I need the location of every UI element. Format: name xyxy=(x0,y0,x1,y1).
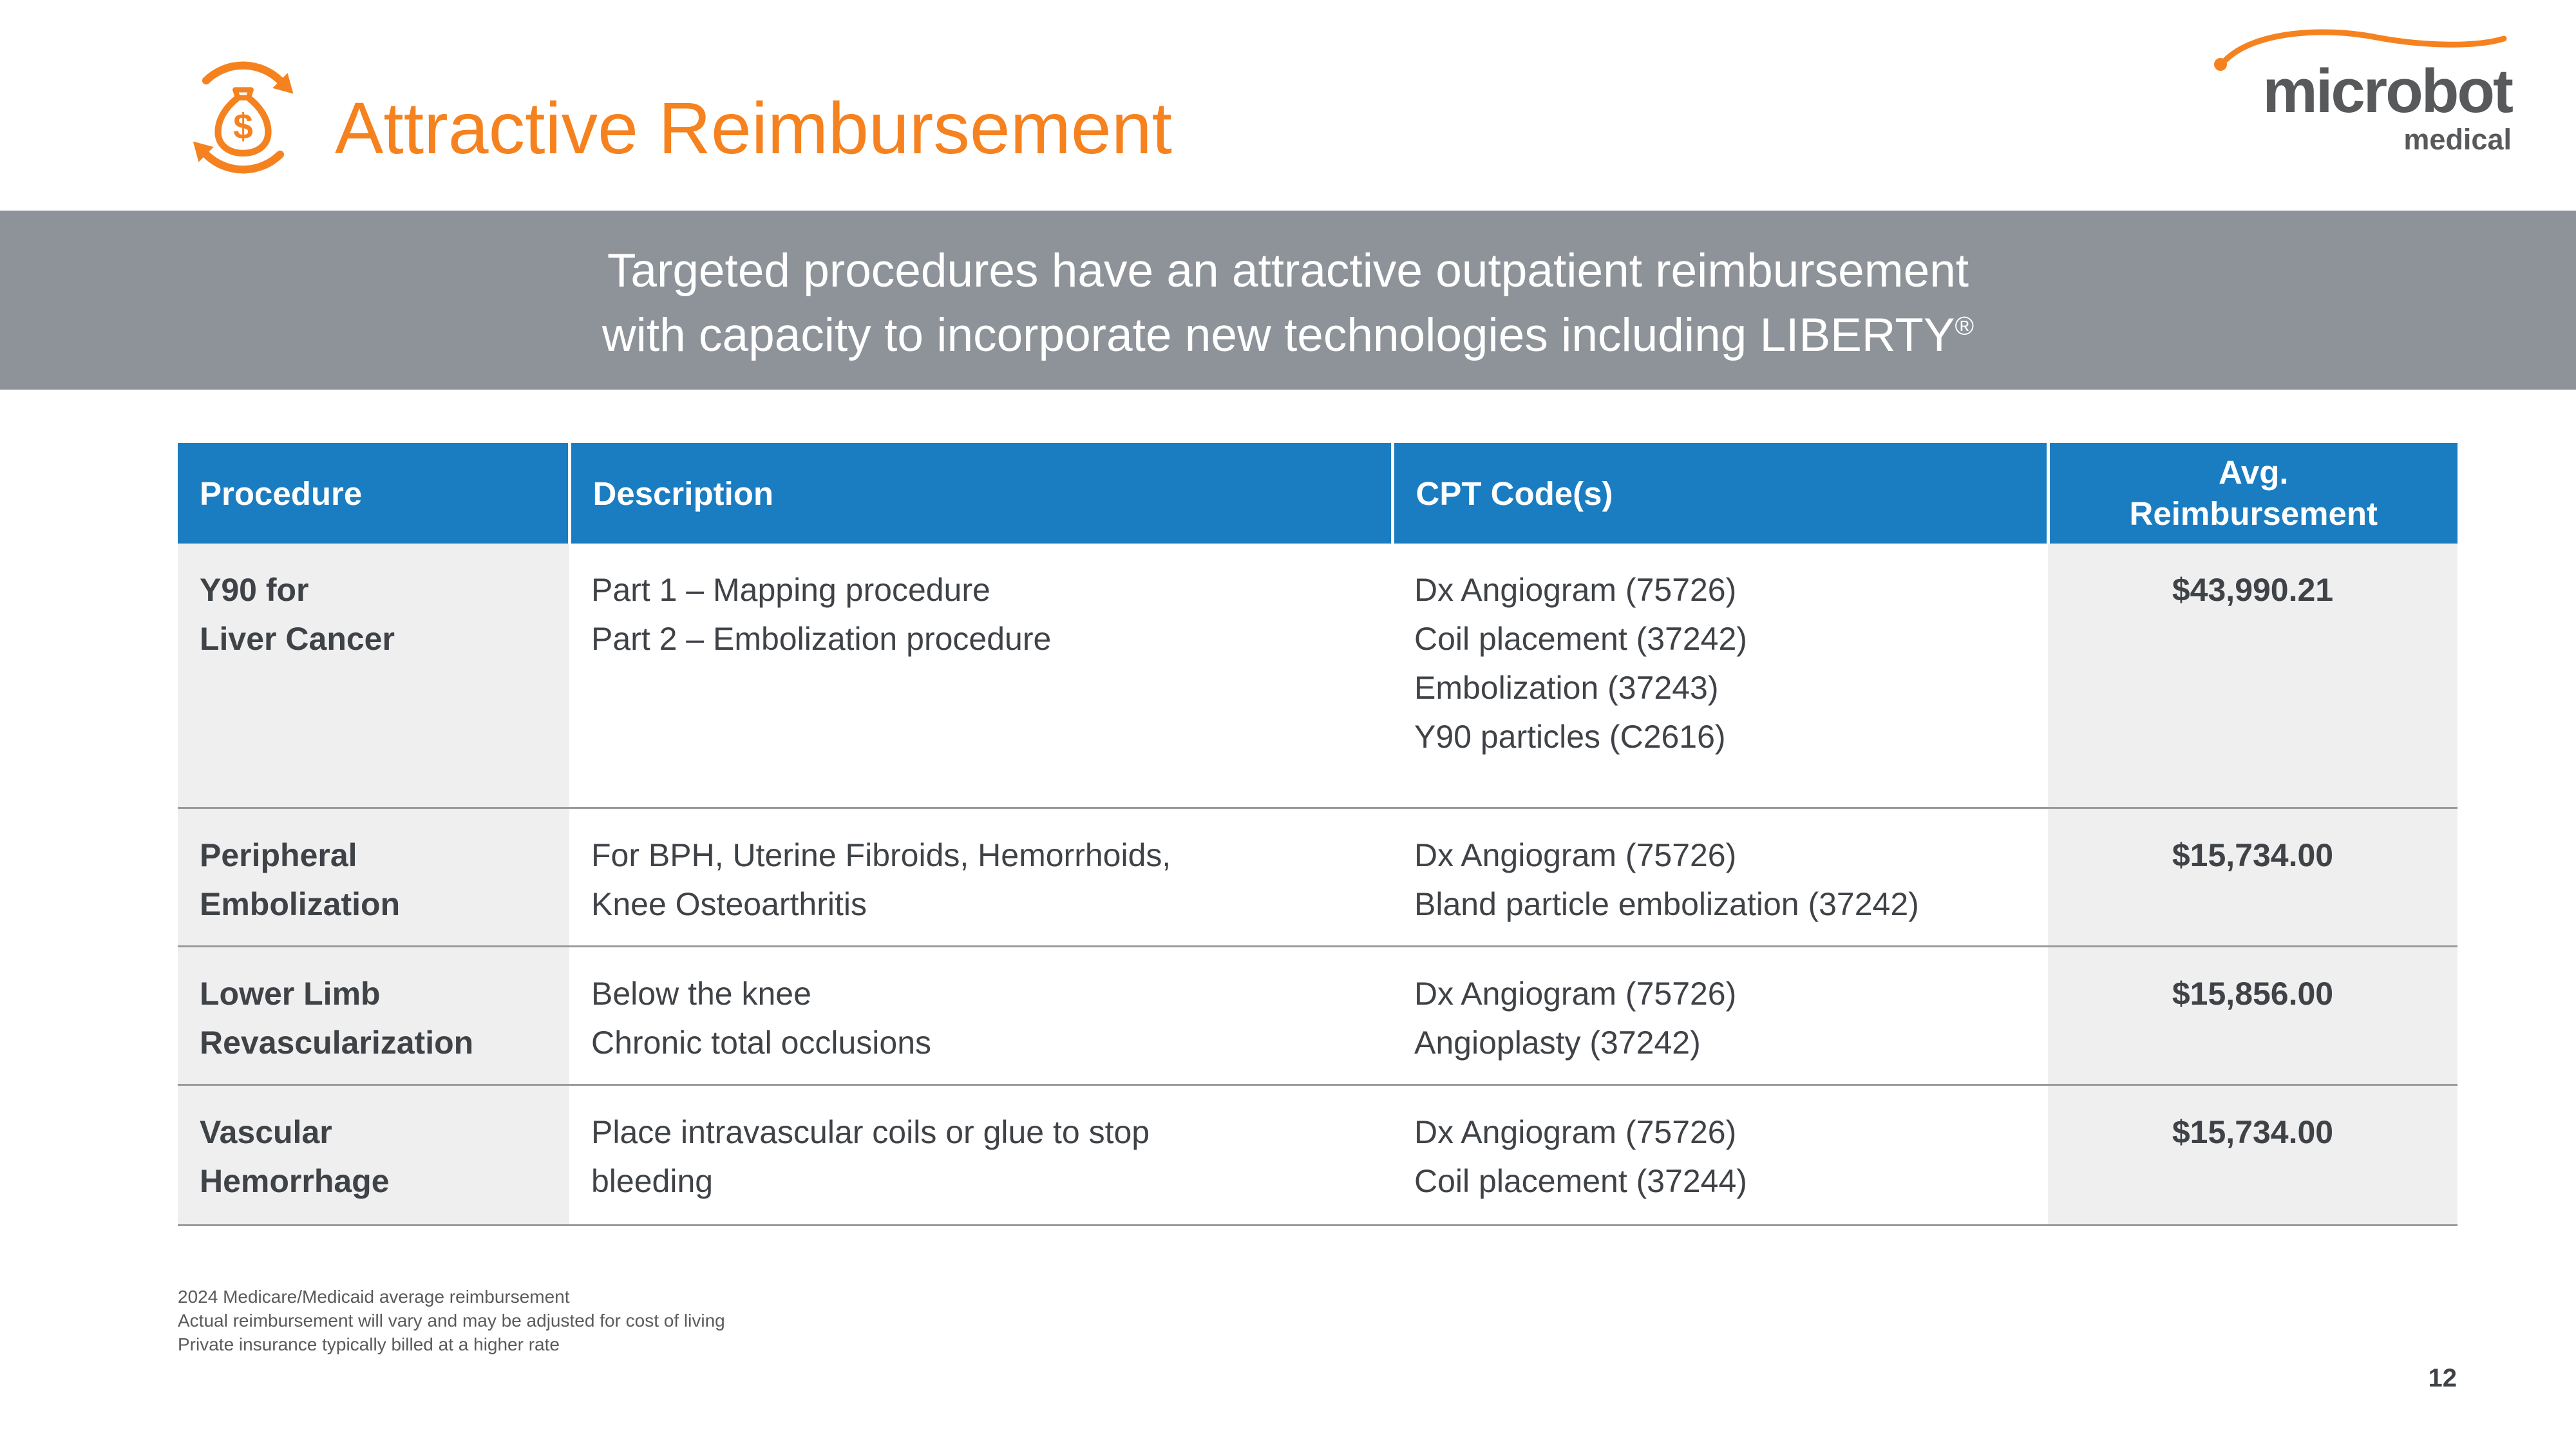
cell-procedure: Y90 for Liver Cancer xyxy=(178,544,569,809)
logo-swoosh-icon xyxy=(2214,29,2507,71)
subtitle-banner: Targeted procedures have an attractive o… xyxy=(0,211,2576,390)
cell-description: Below the knee Chronic total occlusions xyxy=(569,946,1392,1086)
cell-avg-reimbursement: $15,856.00 xyxy=(2048,946,2458,1086)
cell-description: Place intravascular coils or glue to sto… xyxy=(569,1084,1392,1226)
banner-line-1: Targeted procedures have an attractive o… xyxy=(607,245,1969,297)
footnote-line: 2024 Medicare/Medicaid average reimburse… xyxy=(178,1287,570,1307)
table-header-row: Procedure Description CPT Code(s) Avg. R… xyxy=(178,443,2458,544)
cell-procedure: Lower Limb Revascularization xyxy=(178,946,569,1086)
logo-brand-text: microbot xyxy=(2262,57,2514,126)
banner-line-2: with capacity to incorporate new technol… xyxy=(0,303,2576,368)
registered-mark: ® xyxy=(1955,311,1975,341)
column-header-description: Description xyxy=(569,443,1394,544)
table-row: Peripheral Embolization For BPH, Uterine… xyxy=(178,808,2458,947)
column-header-cpt-codes: CPT Code(s) xyxy=(1392,443,2050,544)
company-logo: microbot medical xyxy=(2190,26,2514,156)
footnote-line: Actual reimbursement will vary and may b… xyxy=(178,1311,725,1331)
table-row: Y90 for Liver Cancer Part 1 – Mapping pr… xyxy=(178,544,2458,809)
table-row: Vascular Hemorrhage Place intravascular … xyxy=(178,1084,2458,1226)
money-bag-cycle-icon: $ xyxy=(193,61,294,174)
page-number: 12 xyxy=(2428,1364,2458,1392)
cell-avg-reimbursement: $15,734.00 xyxy=(2048,1084,2458,1226)
cell-cpt-codes: Dx Angiogram (75726) Bland particle embo… xyxy=(1392,808,2048,947)
cell-procedure: Vascular Hemorrhage xyxy=(178,1084,569,1226)
cell-description: For BPH, Uterine Fibroids, Hemorrhoids, … xyxy=(569,808,1392,947)
cell-cpt-codes: Dx Angiogram (75726) Angioplasty (37242) xyxy=(1392,946,2048,1086)
footnotes: 2024 Medicare/Medicaid average reimburse… xyxy=(178,1285,725,1356)
svg-text:$: $ xyxy=(233,106,253,146)
logo-sub-text: medical xyxy=(2403,123,2512,156)
cell-procedure: Peripheral Embolization xyxy=(178,808,569,947)
footnote-line: Private insurance typically billed at a … xyxy=(178,1334,560,1354)
reimbursement-table: Procedure Description CPT Code(s) Avg. R… xyxy=(178,443,2458,1226)
cell-avg-reimbursement: $15,734.00 xyxy=(2048,808,2458,947)
column-header-avg-reimbursement: Avg. Reimbursement xyxy=(2048,443,2458,544)
cell-description: Part 1 – Mapping procedure Part 2 – Embo… xyxy=(569,544,1392,809)
banner-line-2-text: with capacity to incorporate new technol… xyxy=(601,309,1955,361)
page-title: Attractive Reimbursement xyxy=(335,88,1172,169)
cell-cpt-codes: Dx Angiogram (75726) Coil placement (372… xyxy=(1392,544,2048,809)
table-row: Lower Limb Revascularization Below the k… xyxy=(178,946,2458,1086)
column-header-procedure: Procedure xyxy=(178,443,571,544)
cell-avg-reimbursement: $43,990.21 xyxy=(2048,544,2458,809)
cell-cpt-codes: Dx Angiogram (75726) Coil placement (372… xyxy=(1392,1084,2048,1226)
